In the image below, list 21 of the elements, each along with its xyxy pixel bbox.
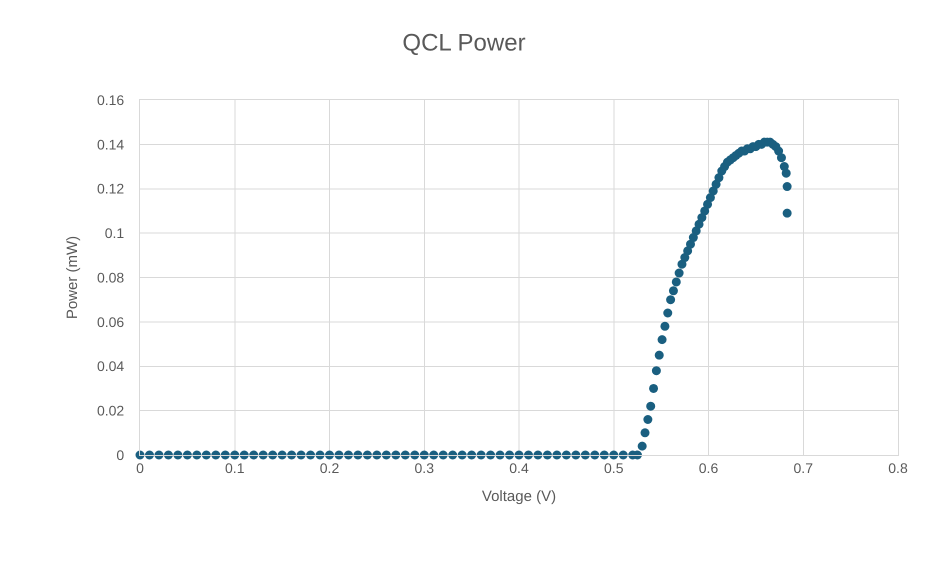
y-tick-label: 0.02 xyxy=(96,402,124,419)
x-axis-title: Voltage (V) xyxy=(482,488,556,505)
y-tick-label: 0.06 xyxy=(96,314,124,330)
x-tick-label: 0.4 xyxy=(509,460,529,476)
x-tick-label: 0.5 xyxy=(604,460,624,476)
y-tick-label: 0.04 xyxy=(96,358,124,374)
x-tick-label: 0.2 xyxy=(320,460,340,476)
y-axis-title: Power (mW) xyxy=(64,236,82,320)
x-tick-label: 0.1 xyxy=(225,460,245,476)
x-tick-label: 0 xyxy=(136,460,144,476)
x-tick-label: 0.8 xyxy=(888,460,908,476)
y-tick-label: 0 xyxy=(116,446,124,463)
y-tick-label: 0.14 xyxy=(96,136,124,152)
y-tick-label: 0.1 xyxy=(104,225,124,242)
x-tick-label: 0.3 xyxy=(414,460,434,476)
y-tick-label: 0.08 xyxy=(96,269,124,286)
y-tick-label: 0.12 xyxy=(96,180,124,197)
x-tick-label: 0.7 xyxy=(794,460,814,476)
chart-title: QCL Power xyxy=(402,30,526,57)
x-tick-label: 0.6 xyxy=(698,460,718,476)
y-tick-label: 0.16 xyxy=(96,92,124,108)
